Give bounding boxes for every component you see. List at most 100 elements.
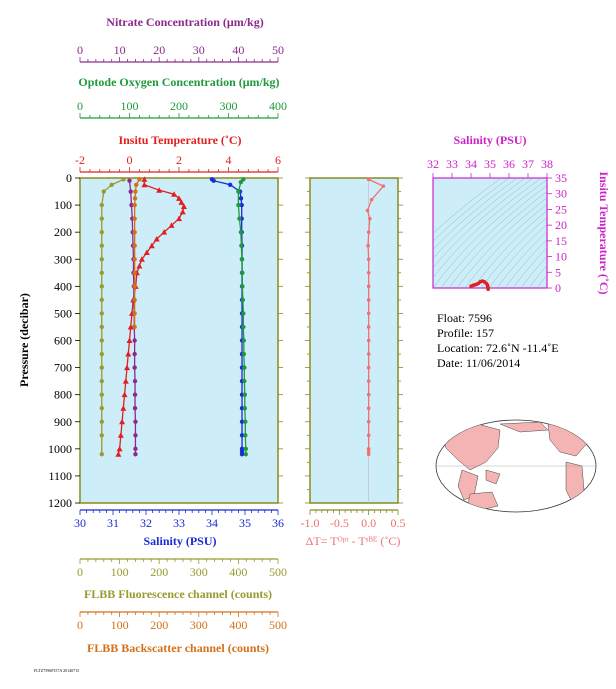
oxygen-tick-label: 0 bbox=[77, 99, 83, 113]
backscatter-data-point bbox=[132, 270, 137, 275]
delta-t-tick-label: -0.5 bbox=[330, 516, 349, 530]
backscatter-data-point bbox=[132, 284, 137, 289]
fluorescence-data-point bbox=[99, 338, 104, 343]
fluorescence-data-point bbox=[99, 452, 104, 457]
oxygen-data-point bbox=[238, 229, 244, 235]
oxygen-data-point bbox=[240, 284, 245, 289]
fluorescence-tick-label: 400 bbox=[229, 565, 247, 579]
pressure-tick-label: 100 bbox=[54, 198, 72, 212]
temperature-data-point bbox=[119, 418, 126, 425]
nitrate-data-point bbox=[132, 338, 137, 343]
salinity-axis-title: Salinity (PSU) bbox=[143, 534, 216, 548]
fluorescence-data-point bbox=[99, 351, 104, 357]
pressure-tick-label: 1200 bbox=[48, 496, 72, 510]
ts-salinity-tick-label: 36 bbox=[503, 157, 515, 171]
ts-point bbox=[469, 284, 473, 288]
nitrate-tick-label: 30 bbox=[193, 43, 205, 57]
ts-isopycnal bbox=[512, 247, 547, 288]
ts-temperature-tick-label: 5 bbox=[555, 265, 561, 279]
salinity-tick-label: 33 bbox=[173, 516, 185, 530]
delta-t-point bbox=[366, 257, 371, 262]
delta-t-point bbox=[366, 311, 371, 316]
oxygen-data-point bbox=[243, 452, 249, 457]
oxygen-data-point bbox=[237, 216, 242, 221]
date: Date: 11/06/2014 bbox=[437, 356, 520, 370]
nitrate-data-point bbox=[132, 392, 138, 397]
delta-t-point bbox=[366, 406, 371, 411]
delta-t-tick-label: 0.5 bbox=[391, 516, 406, 530]
ts-isopycnal bbox=[433, 178, 526, 259]
temperature-data-point bbox=[124, 364, 131, 371]
backscatter-axis: 0 100 200 300 400 500 bbox=[77, 611, 287, 632]
nitrate-axis-title: Nitrate Concentration (μm/kg) bbox=[106, 15, 263, 29]
nitrate-tick-label: 10 bbox=[114, 43, 126, 57]
ts-plot-area bbox=[432, 177, 548, 289]
pressure-tick-label: 400 bbox=[54, 279, 72, 293]
pressure-tick-label: 900 bbox=[54, 415, 72, 429]
ts-isopycnal bbox=[480, 217, 547, 288]
delta-t-point bbox=[366, 392, 371, 397]
fluorescence-data-point bbox=[99, 297, 104, 303]
delta-t-point bbox=[366, 352, 371, 356]
delta-t-tick-label: -1.0 bbox=[301, 516, 320, 530]
ts-isopycnal bbox=[440, 185, 547, 288]
fluorescence-tick-label: 500 bbox=[269, 565, 287, 579]
ts-salinity-tick-label: 34 bbox=[465, 157, 477, 171]
temperature-data-point bbox=[115, 451, 122, 457]
ts-isopycnal bbox=[433, 178, 502, 234]
delta-t-point bbox=[366, 433, 371, 438]
temperature-data-point bbox=[156, 187, 163, 193]
fluorescence-tick-label: 200 bbox=[150, 565, 168, 579]
temperature-data-point bbox=[127, 323, 134, 330]
location: Location: 72.6˚N -11.4˚E bbox=[437, 341, 559, 355]
temperature-data-point bbox=[153, 235, 160, 242]
salinity-tick-label: 34 bbox=[206, 516, 218, 530]
oxygen-tick-label: 400 bbox=[269, 99, 287, 113]
delta-t-point bbox=[366, 270, 371, 275]
pressure-tick-label: 800 bbox=[54, 388, 72, 402]
ts-isopycnal bbox=[433, 179, 547, 288]
fluorescence-data-point bbox=[99, 202, 104, 208]
fluorescence-axis: 0 100 200 300 400 500 bbox=[77, 558, 287, 579]
oxygen-data-point bbox=[238, 179, 244, 185]
delta-t-point bbox=[366, 452, 371, 457]
temperature-data-point bbox=[116, 445, 123, 452]
salinity-data-point bbox=[227, 182, 233, 187]
footer-id: FLTZ7596P157A 20140715 bbox=[34, 668, 79, 673]
temperature-data-point bbox=[117, 432, 124, 438]
backscatter-tick-label: 200 bbox=[150, 618, 168, 632]
oxygen-tick-label: 200 bbox=[170, 99, 188, 113]
backscatter-data-point bbox=[132, 257, 137, 262]
temperature-data-point bbox=[138, 256, 145, 262]
oxygen-tick-label: 300 bbox=[220, 99, 238, 113]
fluorescence-data-point bbox=[99, 311, 104, 316]
backscatter-tick-label: 500 bbox=[269, 618, 287, 632]
temperature-data-point bbox=[143, 249, 150, 255]
ts-isopycnal bbox=[472, 210, 547, 288]
oxygen-axis: 0 100 200 300 400 bbox=[77, 99, 287, 119]
salinity-data-point bbox=[239, 452, 245, 457]
temperature-tick-label: 4 bbox=[226, 153, 232, 167]
nitrate-axis: 0 10 20 30 40 50 bbox=[77, 43, 284, 63]
delta-t-axis: -1.0 -0.5 0.0 0.5 bbox=[301, 177, 406, 530]
ts-data-points bbox=[469, 279, 490, 292]
oxygen-tick-label: 100 bbox=[121, 99, 139, 113]
ts-isopycnal-lines bbox=[433, 178, 547, 288]
oxygen-data-point bbox=[243, 419, 248, 424]
oxygen-data-point bbox=[240, 270, 245, 275]
profile-number: Profile: 157 bbox=[437, 326, 494, 340]
fluorescence-tick-label: 0 bbox=[77, 565, 83, 579]
fluorescence-data-point bbox=[99, 378, 104, 384]
delta-t-point bbox=[381, 184, 386, 188]
fluorescence-data-point bbox=[99, 257, 104, 262]
temperature-tick-label: -2 bbox=[75, 153, 85, 167]
fluorescence-series-line bbox=[101, 178, 124, 455]
ts-isopycnal bbox=[456, 197, 547, 288]
fluorescence-data-point bbox=[99, 365, 104, 370]
temperature-data-point bbox=[141, 176, 148, 182]
float-id: Float: 7596 bbox=[437, 311, 492, 325]
temperature-axis-title: Insitu Temperature (˚C) bbox=[118, 133, 241, 147]
salinity-data-point bbox=[211, 178, 216, 183]
nitrate-tick-label: 50 bbox=[272, 43, 284, 57]
